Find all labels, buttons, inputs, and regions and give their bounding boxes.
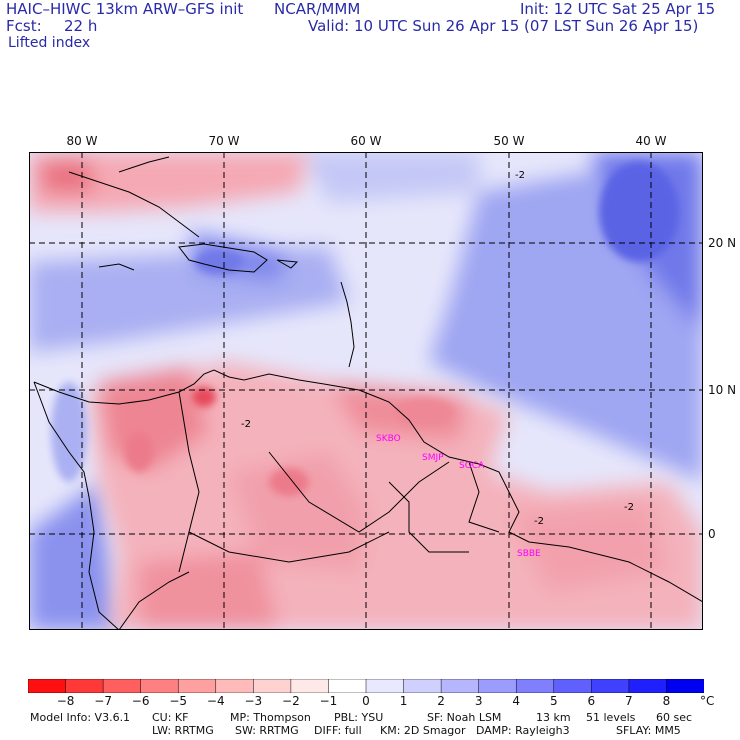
colorbar-tick-label: −4 <box>206 694 225 708</box>
cumulus-scheme: CU: KF <box>152 711 189 724</box>
lon-label-40w: 40 W <box>635 134 667 148</box>
colorbar-tick-label: 3 <box>474 694 483 708</box>
longwave-scheme: LW: RRTMG <box>152 724 214 737</box>
valid-time: Valid: 10 UTC Sun 26 Apr 15 (07 LST Sun … <box>308 17 699 35</box>
colorbar-swatch <box>253 679 292 693</box>
colorbar-swatch <box>290 679 330 693</box>
colorbar-tick-label: −5 <box>169 694 188 708</box>
contour-label: -2 <box>241 419 251 430</box>
contour-label: -2 <box>515 170 525 181</box>
forecast-label: Fcst: <box>6 17 42 35</box>
colorbar-tick-label: 6 <box>587 694 596 708</box>
vertical-levels: 51 levels <box>586 711 636 724</box>
colorbar-swatch <box>628 679 668 693</box>
lat-label-10n: 10 N <box>708 383 737 397</box>
station-label: SBBE <box>517 549 541 559</box>
init-time: Init: 12 UTC Sat 25 Apr 15 <box>520 0 716 18</box>
km-option: KM: 2D Smagor <box>380 724 466 737</box>
colorbar-swatch <box>591 679 630 693</box>
lat-label-20n: 20 N <box>708 236 737 250</box>
model-info: Model Info: V3.6.1 <box>30 711 131 724</box>
contour-label: -2 <box>624 502 634 513</box>
microphysics-scheme: MP: Thompson <box>230 711 311 724</box>
colorbar-unit: °C <box>700 694 715 708</box>
model-title: HAIC–HIWC 13km ARW–GFS init <box>6 0 244 18</box>
colorbar-swatch <box>28 679 67 693</box>
surface-layer-option: SFLAY: MM5 <box>616 724 681 737</box>
colorbar-tick-label: −8 <box>56 694 75 708</box>
forecast-hour: 22 h <box>64 17 98 35</box>
shortwave-scheme: SW: RRTMG <box>235 724 299 737</box>
colorbar-tick-label: −2 <box>282 694 300 708</box>
resolution: 13 km <box>536 711 571 724</box>
colorbar-swatch <box>515 679 555 693</box>
colorbar-tick-label: 0 <box>362 694 370 708</box>
colorbar <box>28 679 704 693</box>
colorbar-tick-label: −6 <box>131 694 150 708</box>
surface-scheme: SF: Noah LSM <box>427 711 502 724</box>
colorbar-swatch <box>328 679 367 693</box>
lon-label-70w: 70 W <box>208 134 240 148</box>
time-step: 60 sec <box>656 711 693 724</box>
map-frame <box>29 152 703 630</box>
colorbar-tick-label: 8 <box>662 694 671 708</box>
colorbar-tick-label: 7 <box>625 694 633 708</box>
lifted-index-map: -2 -2 -2 -2 SKBO SMJP SOCA SBBE <box>29 152 703 630</box>
contour-label: -2 <box>534 516 544 527</box>
station-label: SMJP <box>422 453 444 463</box>
colorbar-swatch <box>65 679 104 693</box>
colorbar-tick-label: 4 <box>512 694 521 708</box>
graticule <box>29 152 703 630</box>
colorbar-swatch <box>215 679 255 693</box>
station-label: SOCA <box>459 461 485 471</box>
lon-label-60w: 60 W <box>350 134 382 148</box>
org-label: NCAR/MMM <box>274 0 361 18</box>
lon-label-50w: 50 W <box>493 134 525 148</box>
colorbar-swatch <box>140 679 179 693</box>
colorbar-swatch <box>666 679 704 693</box>
colorbar-swatch <box>440 679 480 693</box>
colorbar-tick-label: 1 <box>399 694 408 708</box>
colorbar-swatch <box>102 679 142 693</box>
colorbar-tick-label: 5 <box>549 694 558 708</box>
pbl-scheme: PBL: YSU <box>334 711 384 724</box>
colorbar-swatch <box>553 679 593 693</box>
colorbar-swatch <box>403 679 442 693</box>
colorbar-swatch <box>365 679 405 693</box>
colorbar-tick-label: −7 <box>94 694 112 708</box>
diffusion-option: DIFF: full <box>314 724 362 737</box>
colorbar-tick-label: −3 <box>244 694 263 708</box>
field-name: Lifted index <box>8 35 91 51</box>
unstable-regions <box>29 152 703 630</box>
field-detail <box>51 162 679 496</box>
colorbar-tick-label: −1 <box>319 694 338 708</box>
station-label: SKBO <box>376 434 401 444</box>
colorbar-tick-label: 2 <box>437 694 445 708</box>
lon-label-80w: 80 W <box>66 134 98 148</box>
colorbar-swatch <box>478 679 517 693</box>
lat-label-equator: 0 <box>708 527 716 541</box>
coastlines <box>33 156 703 630</box>
colorbar-swatch <box>177 679 217 693</box>
damping-option: DAMP: Rayleigh3 <box>476 724 570 737</box>
